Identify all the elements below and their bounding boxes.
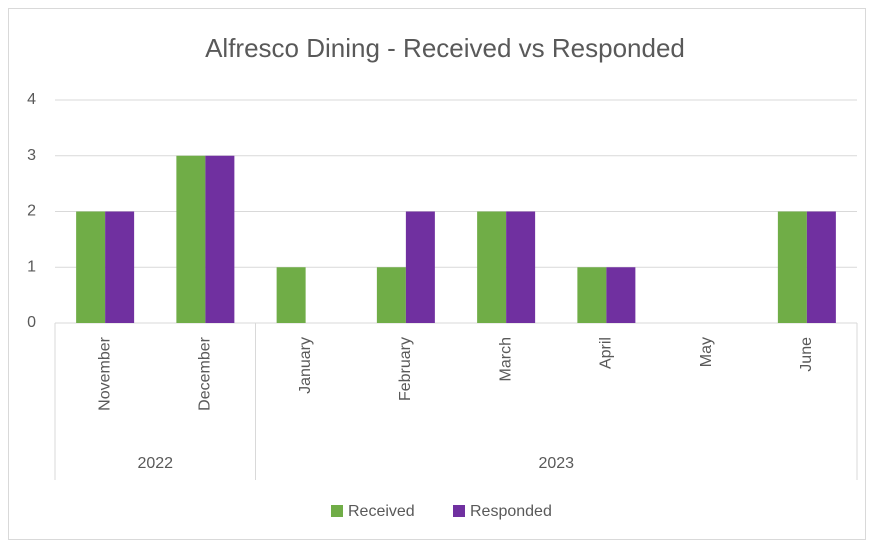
y-tick-label: 2 bbox=[27, 203, 36, 220]
bar bbox=[205, 155, 235, 323]
x-tick-label: February bbox=[397, 337, 414, 401]
bar bbox=[405, 211, 435, 323]
y-tick-label: 1 bbox=[27, 258, 36, 275]
y-tick-label: 4 bbox=[27, 91, 36, 108]
x-tick-label: January bbox=[297, 337, 314, 394]
chart-border bbox=[8, 8, 866, 540]
chart-title: Alfresco Dining - Received vs Responded bbox=[205, 33, 685, 63]
x-tick-label: December bbox=[197, 336, 214, 410]
bar bbox=[806, 211, 836, 323]
legend-label: Received bbox=[348, 503, 415, 520]
bar bbox=[477, 211, 507, 323]
bar bbox=[105, 211, 135, 323]
bar bbox=[577, 267, 607, 323]
bar bbox=[76, 211, 106, 323]
x-tick-label: April bbox=[598, 337, 615, 369]
y-tick-label: 0 bbox=[27, 314, 36, 331]
bar bbox=[506, 211, 536, 323]
x-tick-label: May bbox=[698, 337, 715, 367]
group-label: 2022 bbox=[137, 455, 173, 472]
x-tick-label: June bbox=[798, 337, 815, 372]
legend-swatch bbox=[331, 505, 343, 517]
bar bbox=[276, 267, 306, 323]
bar bbox=[376, 267, 406, 323]
legend-swatch bbox=[453, 505, 465, 517]
bar bbox=[176, 155, 206, 323]
group-label: 2023 bbox=[538, 455, 574, 472]
bar bbox=[777, 211, 807, 323]
x-tick-label: March bbox=[497, 337, 514, 381]
y-tick-label: 3 bbox=[27, 147, 36, 164]
x-tick-label: November bbox=[96, 336, 113, 410]
legend-label: Responded bbox=[470, 503, 552, 520]
bar bbox=[606, 267, 636, 323]
